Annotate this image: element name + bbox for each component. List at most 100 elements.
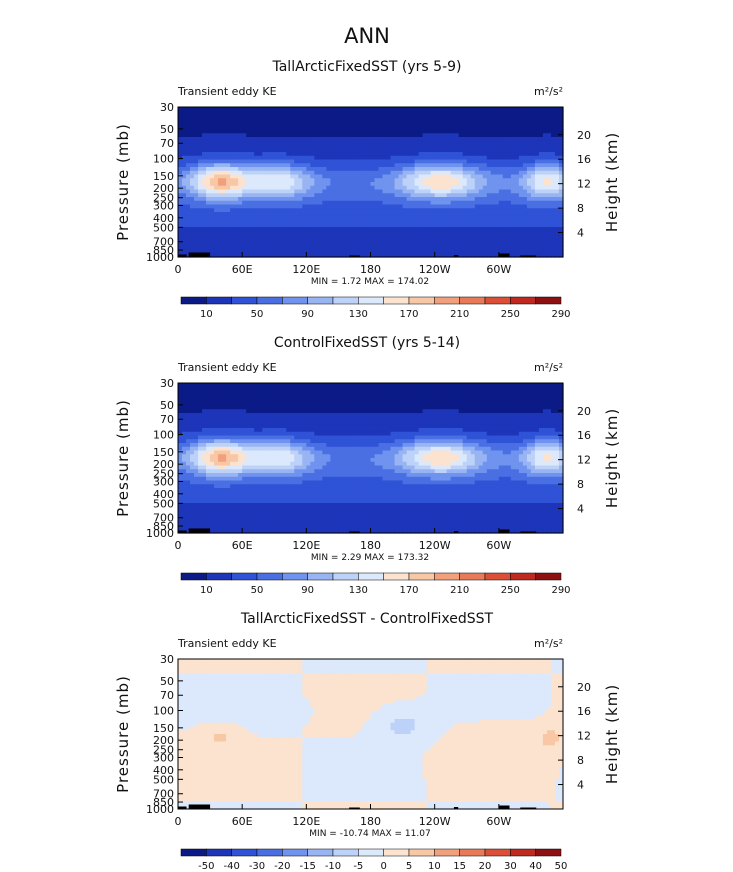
field-cell bbox=[214, 506, 219, 512]
field-cell bbox=[326, 230, 331, 236]
field-cell bbox=[474, 182, 480, 187]
field-cell bbox=[238, 476, 243, 482]
field-cell bbox=[430, 189, 436, 194]
field-cell bbox=[194, 227, 199, 232]
field-cell bbox=[270, 518, 275, 523]
field-cell bbox=[382, 253, 388, 258]
field-cell bbox=[210, 125, 215, 131]
field-cell bbox=[214, 223, 219, 228]
field-cell bbox=[390, 212, 396, 217]
field-cell bbox=[314, 163, 319, 168]
field-cell bbox=[314, 167, 319, 172]
field-cell bbox=[426, 114, 432, 119]
field-cell bbox=[478, 122, 484, 127]
field-cell bbox=[242, 401, 247, 407]
field-cell bbox=[402, 253, 408, 258]
field-cell bbox=[238, 469, 243, 474]
field-cell bbox=[314, 193, 319, 198]
field-cell bbox=[214, 499, 219, 504]
field-cell bbox=[526, 242, 532, 247]
field-cell bbox=[298, 170, 303, 176]
field-cell bbox=[246, 506, 251, 512]
field-cell bbox=[538, 178, 544, 183]
field-cell bbox=[466, 148, 472, 153]
field-cell bbox=[546, 245, 552, 251]
field-cell bbox=[262, 518, 267, 523]
field-cell bbox=[478, 242, 484, 247]
field-cell bbox=[278, 465, 283, 470]
field-cell bbox=[370, 152, 376, 157]
field-cell bbox=[358, 242, 364, 247]
field-cell bbox=[446, 110, 452, 116]
field-cell bbox=[250, 525, 255, 530]
field-cell bbox=[454, 242, 460, 247]
field-cell bbox=[182, 219, 187, 224]
field-cell bbox=[294, 167, 299, 172]
field-cell bbox=[354, 137, 360, 142]
field-cell bbox=[390, 133, 396, 138]
field-cell bbox=[342, 208, 348, 213]
field-cell bbox=[494, 125, 500, 131]
field-cell bbox=[502, 182, 508, 187]
field-cell bbox=[450, 238, 456, 243]
field-cell bbox=[198, 249, 203, 254]
field-cell bbox=[202, 461, 207, 467]
field-cell bbox=[190, 242, 195, 247]
field-cell bbox=[522, 208, 528, 213]
field-cell bbox=[426, 125, 432, 131]
field-cell bbox=[398, 163, 404, 168]
field-cell bbox=[194, 480, 199, 485]
field-cell bbox=[238, 416, 243, 422]
field-cell bbox=[278, 450, 283, 455]
field-cell bbox=[434, 234, 440, 239]
field-cell bbox=[350, 140, 356, 146]
field-cell bbox=[242, 242, 247, 247]
field-cell bbox=[402, 170, 408, 176]
field-cell bbox=[534, 129, 540, 134]
field-cell bbox=[378, 204, 384, 209]
field-cell bbox=[438, 219, 444, 224]
field-cell bbox=[406, 118, 412, 123]
field-cell bbox=[314, 148, 319, 153]
field-cell bbox=[214, 118, 219, 123]
field-cell bbox=[366, 230, 372, 236]
field-cell bbox=[330, 148, 336, 153]
field-cell bbox=[442, 163, 448, 168]
field-cell bbox=[198, 230, 203, 236]
field-cell bbox=[238, 245, 243, 251]
field-cell bbox=[454, 107, 460, 112]
field-cell bbox=[266, 174, 271, 179]
field-cell bbox=[186, 428, 191, 433]
field-cell bbox=[522, 245, 528, 251]
field-cell bbox=[502, 125, 508, 131]
field-cell bbox=[334, 107, 340, 112]
field-cell bbox=[206, 431, 211, 437]
field-cell bbox=[490, 245, 496, 251]
field-cell bbox=[270, 450, 275, 455]
field-cell bbox=[462, 129, 468, 134]
field-cell bbox=[246, 416, 251, 422]
field-cell bbox=[554, 234, 560, 239]
field-cell bbox=[186, 491, 191, 497]
field-cell bbox=[450, 219, 456, 224]
field-cell bbox=[302, 125, 307, 131]
field-cell bbox=[214, 454, 219, 459]
field-cell bbox=[478, 204, 484, 209]
field-cell bbox=[322, 133, 327, 138]
field-cell bbox=[350, 155, 356, 161]
field-cell bbox=[358, 182, 364, 187]
field-cell bbox=[438, 249, 444, 254]
field-cell bbox=[226, 431, 231, 437]
field-cell bbox=[254, 398, 259, 403]
field-cell bbox=[214, 405, 219, 410]
field-cell bbox=[538, 230, 544, 236]
field-cell bbox=[262, 174, 267, 179]
field-cell bbox=[258, 529, 263, 534]
field-cell bbox=[518, 249, 524, 254]
field-cell bbox=[290, 200, 295, 206]
field-cell bbox=[258, 129, 263, 134]
field-cell bbox=[498, 159, 504, 164]
field-cell bbox=[274, 514, 279, 519]
field-cell bbox=[278, 454, 283, 459]
field-cell bbox=[194, 204, 199, 209]
